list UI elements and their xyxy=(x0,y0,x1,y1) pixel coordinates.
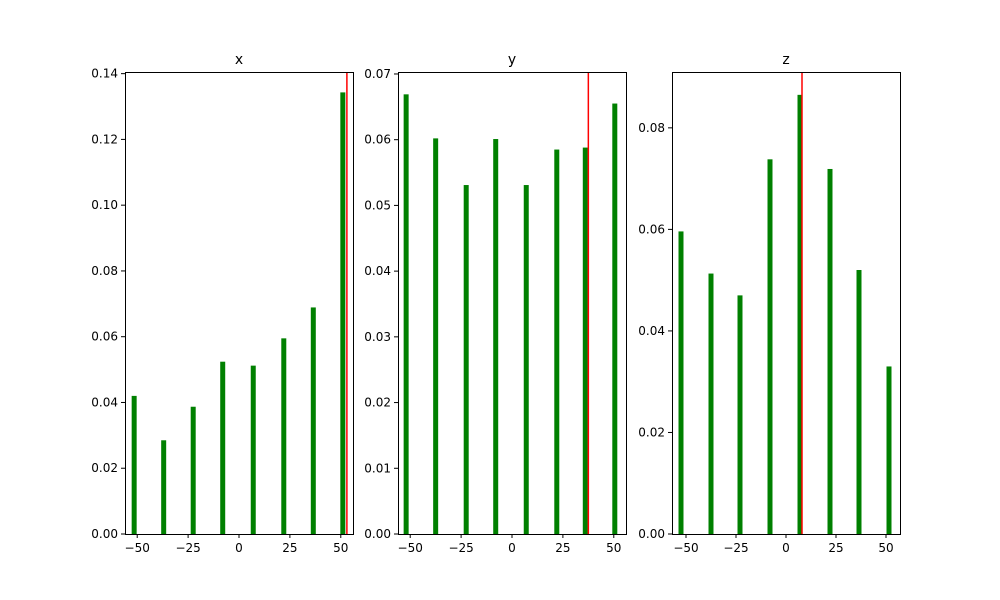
bar xyxy=(523,185,529,535)
bar xyxy=(582,147,588,534)
x-tick-label: 50 xyxy=(606,541,621,555)
bar xyxy=(797,94,803,534)
bar xyxy=(767,159,773,534)
x-tick-label: −25 xyxy=(723,541,748,555)
y-tick-label: 0.02 xyxy=(638,425,665,439)
y-tick-label: 0.04 xyxy=(91,395,118,409)
subplot-title: y xyxy=(508,52,516,68)
y-tick-label: 0.04 xyxy=(364,264,391,278)
bar xyxy=(554,149,560,535)
y-tick-label: 0.03 xyxy=(364,330,391,344)
y-tick-label: 0.06 xyxy=(91,330,118,344)
bar xyxy=(827,168,833,534)
y-tick-label: 0.08 xyxy=(638,121,665,135)
bar xyxy=(886,366,892,534)
x-tick-label: −25 xyxy=(448,541,473,555)
axes-frame xyxy=(398,72,627,535)
y-tick-label: 0.06 xyxy=(638,222,665,236)
bar xyxy=(281,338,287,534)
bar xyxy=(856,270,862,534)
subplot-z: z −50 −25 0 25 50 0.00 0.02 0.04 0.06 0.08 xyxy=(638,52,901,555)
bar xyxy=(161,440,167,534)
x-tick-label: −50 xyxy=(398,541,423,555)
x-tick-label: 0 xyxy=(782,541,790,555)
x-tick-label: 0 xyxy=(235,541,243,555)
bar xyxy=(678,231,684,535)
y-tick-label: 0.02 xyxy=(364,396,391,410)
y-tick-label: 0.14 xyxy=(91,67,118,81)
bar xyxy=(493,139,499,534)
bar xyxy=(708,273,714,534)
axes-frame xyxy=(125,72,354,535)
bar xyxy=(250,365,256,534)
x-tick-label: −50 xyxy=(673,541,698,555)
y-tick-label: 0.06 xyxy=(364,133,391,147)
y-tick-label: 0.01 xyxy=(364,461,391,475)
x-tick-label: −50 xyxy=(125,541,150,555)
y-tick-label: 0.04 xyxy=(638,324,665,338)
bar xyxy=(190,406,196,534)
x-tick-label: −25 xyxy=(175,541,200,555)
subplot-title: x xyxy=(235,52,243,68)
x-tick-label: 50 xyxy=(878,541,893,555)
bar xyxy=(403,94,409,534)
y-tick-label: 0.12 xyxy=(91,132,118,146)
bar xyxy=(220,361,226,534)
subplot-title: z xyxy=(782,52,789,68)
x-tick-label: 25 xyxy=(282,541,297,555)
x-tick-label: 25 xyxy=(555,541,570,555)
bar xyxy=(463,185,469,535)
y-tick-label: 0.05 xyxy=(364,198,391,212)
bar xyxy=(131,395,137,534)
bar xyxy=(310,307,316,534)
bar xyxy=(433,138,439,534)
subplot-x: x −50 −25 0 25 50 0.00 0.02 0.04 0.06 0.08 0.10 0.1… xyxy=(91,52,354,555)
y-tick-label: 0.07 xyxy=(364,67,391,81)
bar xyxy=(737,295,743,534)
y-tick-label: 0.10 xyxy=(91,198,118,212)
x-tick-label: 50 xyxy=(333,541,348,555)
bar xyxy=(340,92,346,534)
axes-frame xyxy=(672,72,901,535)
subplot-y: y −50 −25 0 25 50 0.00 0.01 0.02 0.03 0.04 0.05 0.0… xyxy=(364,52,627,555)
x-tick-label: 25 xyxy=(828,541,843,555)
x-tick-label: 0 xyxy=(508,541,516,555)
bar xyxy=(612,103,618,534)
y-tick-label: 0.00 xyxy=(638,527,665,541)
y-tick-label: 0.02 xyxy=(91,461,118,475)
y-tick-label: 0.00 xyxy=(364,527,391,541)
y-tick-label: 0.08 xyxy=(91,264,118,278)
y-tick-label: 0.00 xyxy=(91,527,118,541)
